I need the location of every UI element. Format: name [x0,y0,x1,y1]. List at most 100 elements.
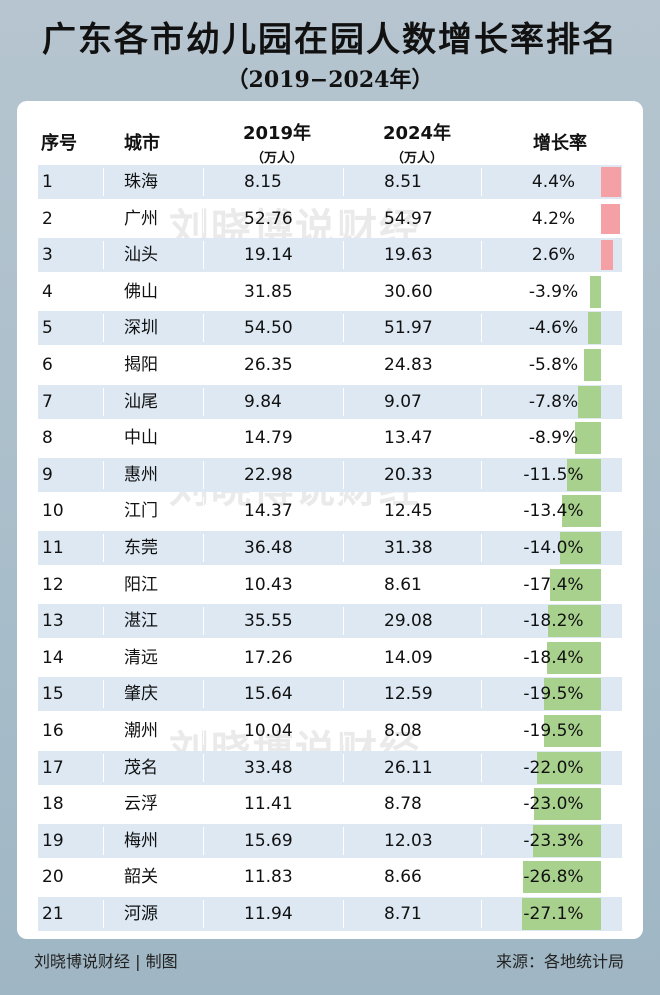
column-divider [481,570,482,599]
column-divider [481,424,482,453]
column-divider [103,534,104,562]
column-divider [343,168,344,196]
growth-label: -7.8% [528,391,579,412]
growth-bar [561,495,601,528]
page-title: 广东各市幼儿园在园人数增长率排名 [42,20,618,60]
growth-label: 2.6% [531,245,576,266]
cell-2024: 30.60 [384,281,433,302]
cell-city: 深圳 [124,318,158,339]
growth-bar [584,349,601,381]
credit-text: 刘晓博说财经 | 制图 [34,952,178,971]
cell-2024: 20.33 [384,464,433,485]
column-divider [481,643,482,672]
cell-rank: 2 [42,208,53,229]
cell-rank: 1 [42,172,53,192]
cell-2024: 8.61 [384,574,422,595]
table-row: 3 汕头 19.14 19.63 2.6% [38,238,622,273]
column-divider [481,607,482,636]
cell-2019: 9.84 [244,391,282,412]
cell-2019: 8.15 [244,172,282,192]
cell-rank: 21 [42,904,64,924]
growth-bar [567,458,601,491]
column-divider [481,534,482,562]
growth-bar [522,861,601,894]
column-divider [343,424,344,453]
growth-label: -26.8% [523,867,584,888]
column-divider [103,241,104,270]
cell-2024: 26.11 [384,757,433,778]
column-divider [343,351,344,379]
column-divider [203,900,204,928]
cell-city: 广州 [124,208,158,229]
column-divider [203,314,204,343]
table-row: 2 广州 52.76 54.97 4.2% [38,202,622,236]
table-row: 18 云浮 11.41 8.78 -23.0% [38,787,622,821]
column-divider [481,351,482,379]
growth-bar [550,568,601,601]
table-card: 序号 城市 2019年 （万人） 2024年 （万人） 增长率 刘晓博说财经 刘… [17,101,643,939]
table-row: 21 河源 11.94 8.71 -27.1% [38,897,622,931]
growth-bar [533,788,601,821]
cell-2024: 8.08 [384,721,422,741]
column-divider [481,680,482,709]
table-row: 1 珠海 8.15 8.51 4.4% [38,165,622,199]
cell-rank: 12 [42,574,64,595]
column-divider [203,387,204,416]
cell-rank: 6 [42,355,53,375]
cell-city: 云浮 [124,794,158,815]
column-divider [343,900,344,928]
table-row: 7 汕尾 9.84 9.07 -7.8% [38,384,622,419]
growth-label: 4.2% [531,208,576,229]
growth-label: -5.8% [528,355,579,375]
table-row: 10 江门 14.37 12.45 -13.4% [38,494,622,528]
cell-2019: 15.64 [244,684,293,705]
column-divider [481,497,482,526]
header-2024: 2024年 （万人） [372,119,462,166]
cell-rank: 20 [42,867,64,888]
column-divider [103,424,104,453]
cell-2019: 11.41 [244,794,293,815]
cell-rank: 5 [42,318,53,339]
table-row: 16 潮州 10.04 8.08 -19.5% [38,714,622,748]
cell-2019: 19.14 [244,245,293,266]
cell-city: 清远 [124,647,158,668]
column-divider [481,717,482,745]
cell-2024: 13.47 [384,428,433,449]
cell-2019: 14.79 [244,428,293,449]
growth-bar [601,203,621,234]
column-divider [343,826,344,855]
table-row: 4 佛山 31.85 30.60 -3.9% [38,275,622,309]
column-divider [481,753,482,782]
column-divider [103,351,104,379]
cell-2024: 9.07 [384,391,422,412]
cell-2024: 8.71 [384,904,422,924]
cell-city: 肇庆 [124,684,158,705]
growth-label: -4.6% [528,318,579,339]
growth-label: -3.9% [528,281,579,302]
column-divider [343,717,344,745]
cell-2024: 54.97 [384,208,433,229]
cell-rank: 13 [42,611,64,632]
column-divider [203,680,204,709]
column-divider [343,497,344,526]
column-divider [203,460,204,489]
table-row: 17 茂名 33.48 26.11 -22.0% [38,750,622,785]
header-rank-label: 序号 [41,133,77,154]
column-divider [203,424,204,453]
growth-bar [601,167,621,197]
cell-city: 中山 [124,428,158,449]
growth-label: -23.0% [523,794,584,815]
cell-2024: 24.83 [384,355,433,375]
header-city: 城市 [112,129,172,155]
table-row: 8 中山 14.79 13.47 -8.9% [38,421,622,455]
column-divider [103,387,104,416]
column-divider [203,168,204,196]
column-divider [481,900,482,928]
cell-rank: 9 [42,464,53,485]
column-divider [343,643,344,672]
cell-2024: 14.09 [384,647,433,668]
cell-2024: 8.78 [384,794,422,815]
header-2019: 2019年 （万人） [232,119,322,166]
header-2024-unit: （万人） [390,151,443,166]
cell-rank: 7 [42,391,53,412]
